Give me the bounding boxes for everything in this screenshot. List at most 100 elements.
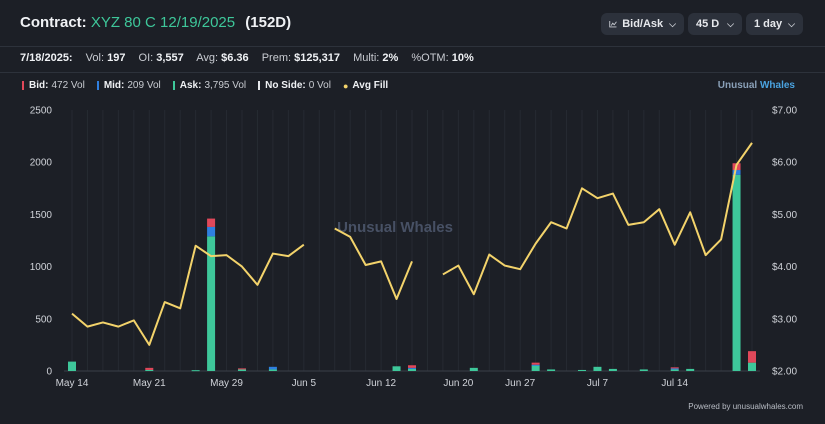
y-left-tick-label: 2500 <box>30 106 53 117</box>
legend-bid[interactable]: Bid: 472 Vol <box>22 80 85 91</box>
bid-volume-bar <box>748 351 756 363</box>
legend-mid-label: Mid: <box>103 80 125 91</box>
ask-volume-bar <box>670 369 679 371</box>
ask-volume-bar <box>268 369 277 371</box>
avg-fill-line <box>71 142 753 346</box>
ask-volume-bar <box>145 369 154 371</box>
bid-volume-bar <box>531 362 540 365</box>
x-tick-label: Jun 20 <box>443 378 473 389</box>
contract-label: Contract: <box>20 14 87 31</box>
range-select-value: 45 D <box>696 18 720 30</box>
mid-volume-bar <box>670 368 679 370</box>
legend-noside-label: No Side: <box>265 80 306 91</box>
y-left-tick-label: 1000 <box>30 262 53 273</box>
ask-volume-bar <box>408 368 416 371</box>
ask-volume-bar <box>593 366 602 371</box>
y-right-tick-label: $5.00 <box>772 210 797 221</box>
stats-bar: 7/18/2025: Vol: 197 OI: 3,557 Avg: $6.36… <box>20 52 484 64</box>
legend-noside[interactable]: No Side: 0 Vol <box>258 80 331 91</box>
bid-volume-bar <box>207 218 216 227</box>
side-select[interactable]: Bid/Ask ⌵ <box>601 13 684 35</box>
stat-vol-value: 197 <box>107 52 126 64</box>
chevron-down-icon: ⌵ <box>669 18 676 29</box>
contract-value: XYZ 80 C 12/19/2025 <box>90 14 236 31</box>
stat-avg-value: $6.36 <box>221 52 249 64</box>
stat-prem-label: Prem: <box>261 52 292 64</box>
y-left-tick-label: 1500 <box>30 210 53 221</box>
mid-volume-bar <box>408 367 416 369</box>
y-left-tick-label: 2000 <box>30 158 53 169</box>
interval-select[interactable]: 1 day ⌵ <box>746 13 803 35</box>
ask-volume-bar <box>732 174 741 371</box>
ask-volume-bar <box>547 369 556 371</box>
y-left-tick-label: 500 <box>35 314 52 325</box>
bid-volume-bar <box>238 368 246 370</box>
ask-volume-bar <box>639 369 648 371</box>
legend-bid-value: 472 Vol <box>51 80 85 91</box>
legend-avgfill[interactable]: ● Avg Fill <box>343 80 391 91</box>
legend-mid-value: 209 Vol <box>127 80 161 91</box>
ask-volume-bar <box>608 368 617 371</box>
chart-header: Contract: XYZ 80 C 12/19/2025 (152D) Bid… <box>0 0 825 46</box>
mid-volume-bar <box>531 364 540 366</box>
stat-multi-label: Multi: <box>353 52 380 64</box>
bid-volume-bar <box>145 367 154 370</box>
legend-avgfill-label: Avg Fill <box>352 80 389 91</box>
stat-oi-label: OI: <box>138 52 154 64</box>
divider <box>0 46 825 47</box>
ask-volume-bar <box>207 236 216 371</box>
mid-volume-bar <box>732 170 741 175</box>
legend-noside-value: 0 Vol <box>308 80 331 91</box>
y-right-tick-label: $7.00 <box>772 106 797 117</box>
avgfill-dot-icon: ● <box>342 80 349 91</box>
y-left-tick-label: 0 <box>46 367 52 378</box>
stat-vol-label: Vol: <box>85 52 105 64</box>
legend-ask-label: Ask: <box>179 80 202 91</box>
stat-multi: Multi: 2% <box>353 52 398 64</box>
legend-ask-value: 3,795 Vol <box>204 80 247 91</box>
bid-swatch <box>22 81 24 90</box>
x-axis: May 14 May 21 May 29 Jun 5 Jun 12 Jun 20 Jun 2… <box>56 378 689 389</box>
stat-otm-label: %OTM: <box>411 52 449 64</box>
stats-date: 7/18/2025: <box>20 52 73 64</box>
brand-part1: Unusual <box>717 80 758 91</box>
brand-part2: Whales <box>759 80 795 91</box>
ask-volume-bar <box>392 366 401 371</box>
ask-volume-bar <box>238 369 246 371</box>
y-right-tick-label: $2.00 <box>772 367 797 378</box>
stat-multi-value: 2% <box>382 52 399 64</box>
mid-swatch <box>96 81 99 90</box>
legend-ask[interactable]: Ask: 3,795 Vol <box>172 80 247 91</box>
noside-swatch <box>258 81 261 90</box>
chevron-down-icon: ⌵ <box>727 18 734 29</box>
stat-otm: %OTM: 10% <box>411 52 473 64</box>
mid-volume-bar <box>207 226 216 237</box>
ask-volume-bar <box>191 370 200 372</box>
watermark: Unusual Whales <box>337 219 453 236</box>
x-tick-label: May 29 <box>210 378 243 389</box>
x-tick-label: May 21 <box>133 378 166 389</box>
ask-volume-bar <box>578 369 586 371</box>
stat-prem-value: $125,317 <box>294 52 340 64</box>
stat-oi-value: 3,557 <box>156 52 184 64</box>
x-tick-label: Jun 12 <box>366 378 396 389</box>
side-select-value: Bid/Ask <box>622 18 664 30</box>
range-select[interactable]: 45 D ⌵ <box>688 13 742 35</box>
stat-vol: Vol: 197 <box>86 52 126 64</box>
stat-prem: Prem: $125,317 <box>262 52 340 64</box>
legend-bid-label: Bid: <box>29 80 49 91</box>
stat-otm-value: 10% <box>451 52 474 64</box>
y-axis-right: $7.00 $6.00 $5.00 $4.00 $3.00 $2.00 <box>772 106 797 378</box>
bid-volume-bar <box>408 365 416 368</box>
contract-title: Contract: XYZ 80 C 12/19/2025 (152D) <box>20 14 291 31</box>
legend-mid[interactable]: Mid: 209 Vol <box>96 80 161 91</box>
powered-by: Powered by unusualwhales.com <box>688 402 803 411</box>
chart-grid <box>64 110 760 372</box>
ask-volume-bar <box>748 362 756 371</box>
x-tick-label: May 14 <box>56 378 89 389</box>
chart-legend: Bid: 472 Vol Mid: 209 Vol Ask: 3,795 Vol No… <box>22 80 403 91</box>
x-tick-label: Jul 7 <box>587 378 609 389</box>
interval-select-value: 1 day <box>754 18 783 30</box>
chart-icon <box>609 21 617 28</box>
stat-avg: Avg: $6.36 <box>196 52 248 64</box>
